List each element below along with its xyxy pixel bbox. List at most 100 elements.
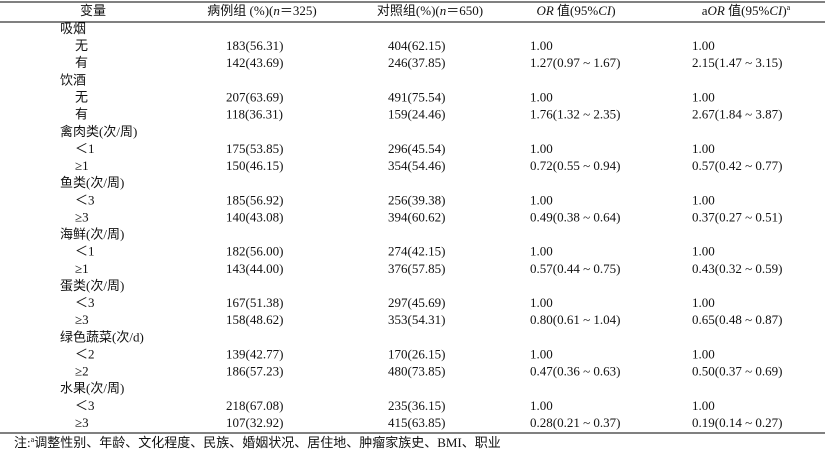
header-text: n xyxy=(273,3,280,18)
row-label: ＜3 xyxy=(75,192,95,207)
row-label: ≥3 xyxy=(75,312,89,327)
header-text: 值(95% xyxy=(554,3,599,18)
cell: 143(44.00) xyxy=(226,261,283,276)
row-label: ≥3 xyxy=(75,415,89,430)
group-label: 蛋类(次/周) xyxy=(60,278,124,293)
cell: 139(42.77) xyxy=(226,346,283,361)
cell: 150(46.15) xyxy=(226,158,283,173)
cell: 1.27(0.97 ~ 1.67) xyxy=(530,55,620,70)
header-text: 值(95% xyxy=(725,3,770,18)
row-label: ≥1 xyxy=(75,158,89,173)
header-text: OR xyxy=(708,3,725,18)
cell: 0.57(0.42 ~ 0.77) xyxy=(692,158,782,173)
cell: 207(63.69) xyxy=(226,90,283,105)
group-label: 禽肉类(次/周) xyxy=(60,124,137,139)
cell: 158(48.62) xyxy=(226,312,283,327)
header-text: n xyxy=(440,3,447,18)
cell: 354(54.46) xyxy=(388,158,445,173)
cell: 0.49(0.38 ~ 0.64) xyxy=(530,209,620,224)
cell: 1.00 xyxy=(692,244,715,259)
header-cell: 病例组 (%)(n＝325) xyxy=(207,3,316,18)
row-label: 有 xyxy=(75,55,88,70)
note: 注:a调整性别、年龄、文化程度、民族、婚姻状况、居住地、肿瘤家族史、BMI、职业 xyxy=(14,435,501,450)
row-label: 无 xyxy=(75,38,88,53)
row-label: ≥3 xyxy=(75,209,89,224)
row-label: ＜1 xyxy=(75,244,95,259)
row-label: ＜1 xyxy=(75,141,95,156)
cell: 2.67(1.84 ~ 3.87) xyxy=(692,107,782,122)
header-text: a xyxy=(787,3,791,12)
cell: 175(53.85) xyxy=(226,141,283,156)
cell: 394(60.62) xyxy=(388,209,445,224)
cell: 480(73.85) xyxy=(388,364,445,379)
row-label: ＜2 xyxy=(75,346,95,361)
group-label: 饮酒 xyxy=(60,72,86,87)
cell: 1.00 xyxy=(692,141,715,156)
row-label: 无 xyxy=(75,90,88,105)
header-cell: aOR 值(95%CI)a xyxy=(702,3,791,18)
row-label: 有 xyxy=(75,107,88,122)
cell: 159(24.46) xyxy=(388,107,445,122)
note-text: a xyxy=(31,435,35,444)
cell: 218(67.08) xyxy=(226,398,283,413)
cell: 1.00 xyxy=(530,38,553,53)
cell: 0.80(0.61 ~ 1.04) xyxy=(530,312,620,327)
cell: 183(56.31) xyxy=(226,38,283,53)
header-text: ) xyxy=(782,3,786,18)
cell: 1.00 xyxy=(530,346,553,361)
cell: 1.00 xyxy=(530,192,553,207)
cell: 0.19(0.14 ~ 0.27) xyxy=(692,415,782,430)
header-text: 对照组(%)( xyxy=(377,3,440,18)
group-label: 水果(次/周) xyxy=(60,381,124,396)
cell: 1.00 xyxy=(530,295,553,310)
cell: 1.00 xyxy=(692,346,715,361)
row-label: ≥1 xyxy=(75,261,89,276)
cell: 491(75.54) xyxy=(388,90,445,105)
cell: 185(56.92) xyxy=(226,192,283,207)
row-label: ＜3 xyxy=(75,398,95,413)
group-label: 绿色蔬菜(次/d) xyxy=(60,329,144,344)
cell: 0.65(0.48 ~ 0.87) xyxy=(692,312,782,327)
header-cell: OR 值(95%CI) xyxy=(536,3,615,18)
cell: 1.76(1.32 ~ 2.35) xyxy=(530,107,620,122)
cell: 353(54.31) xyxy=(388,312,445,327)
cell: 376(57.85) xyxy=(388,261,445,276)
note-text: 注: xyxy=(14,435,31,450)
cell: 246(37.85) xyxy=(388,55,445,70)
header-text: a xyxy=(702,3,708,18)
cell: 170(26.15) xyxy=(388,346,445,361)
cell: 1.00 xyxy=(692,38,715,53)
cell: 140(43.08) xyxy=(226,209,283,224)
header-text: OR xyxy=(536,3,553,18)
cell: 256(39.38) xyxy=(388,192,445,207)
header-cell: 变量 xyxy=(80,3,106,18)
group-label: 吸烟 xyxy=(60,21,86,36)
cell: 1.00 xyxy=(692,398,715,413)
group-label: 鱼类(次/周) xyxy=(60,175,124,190)
cell: 0.37(0.27 ~ 0.51) xyxy=(692,209,782,224)
row-label: ≥2 xyxy=(75,364,89,379)
cell: 0.28(0.21 ~ 0.37) xyxy=(530,415,620,430)
cell: 186(57.23) xyxy=(226,364,283,379)
header-text: CI xyxy=(769,3,783,18)
cell: 0.72(0.55 ~ 0.94) xyxy=(530,158,620,173)
header-text: ＝325) xyxy=(280,3,317,18)
header-cell: 对照组(%)(n＝650) xyxy=(377,3,483,18)
cell: 107(32.92) xyxy=(226,415,283,430)
cell: 1.00 xyxy=(530,398,553,413)
cell: 274(42.15) xyxy=(388,244,445,259)
header-text: 病例组 (%)( xyxy=(207,3,273,18)
cell: 0.43(0.32 ~ 0.59) xyxy=(692,261,782,276)
cell: 1.00 xyxy=(530,244,553,259)
cell: 297(45.69) xyxy=(388,295,445,310)
cell: 182(56.00) xyxy=(226,244,283,259)
cell: 1.00 xyxy=(692,90,715,105)
cell: 0.47(0.36 ~ 0.63) xyxy=(530,364,620,379)
cell: 415(63.85) xyxy=(388,415,445,430)
header-text: ＝650) xyxy=(446,3,483,18)
header-text: ) xyxy=(611,3,615,18)
cell: 2.15(1.47 ~ 3.15) xyxy=(692,55,782,70)
cell: 167(51.38) xyxy=(226,295,283,310)
cell: 0.50(0.37 ~ 0.69) xyxy=(692,364,782,379)
